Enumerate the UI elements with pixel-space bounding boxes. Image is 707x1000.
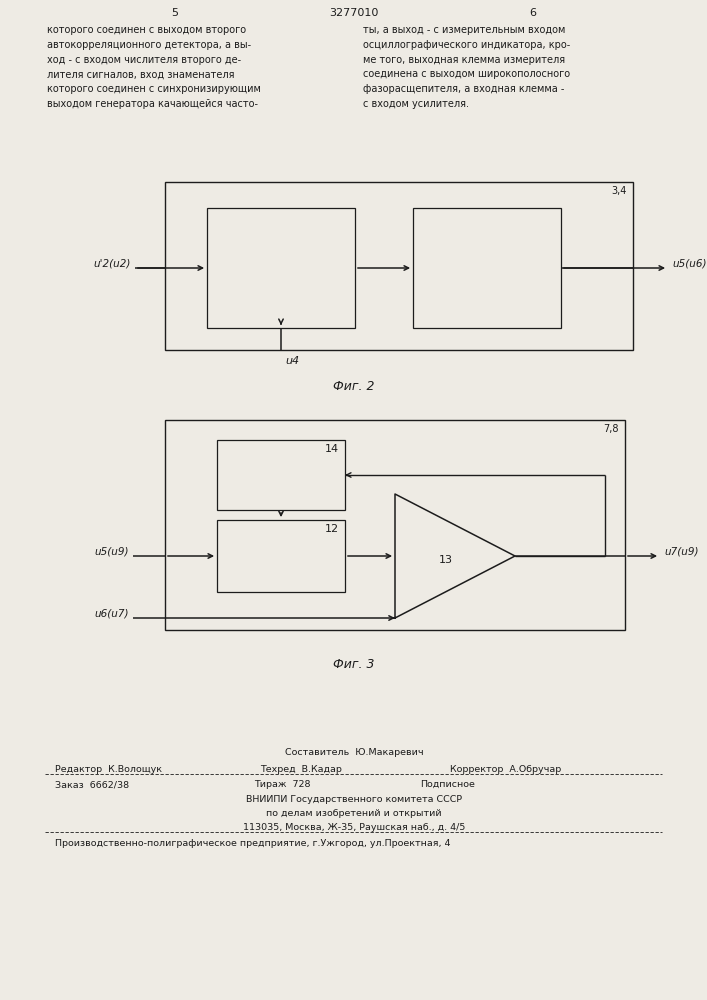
Bar (413, 208, 561, 328)
Text: Подписное: Подписное (420, 780, 475, 789)
Bar (217, 520, 345, 592)
Text: u4: u4 (285, 356, 299, 366)
Text: u5(u6): u5(u6) (672, 259, 706, 269)
Text: 14: 14 (325, 444, 339, 454)
Text: 12: 12 (325, 524, 339, 534)
Text: 5: 5 (172, 8, 178, 18)
Text: Техред  В.Кадар: Техред В.Кадар (260, 765, 342, 774)
Text: 7,8: 7,8 (604, 424, 619, 434)
Bar (165, 420, 625, 630)
Text: ты, а выход - с измерительным входом
осциллографического индикатора, кро-
ме тог: ты, а выход - с измерительным входом осц… (363, 25, 571, 109)
Bar (217, 440, 345, 510)
Bar (165, 182, 633, 350)
Text: u7(u9): u7(u9) (664, 547, 699, 557)
Text: 3,4: 3,4 (612, 186, 627, 196)
Text: по делам изобретений и открытий: по делам изобретений и открытий (267, 809, 442, 818)
Text: которого соединен с выходом второго
автокорреляционного детектора, а вы-
ход - с: которого соединен с выходом второго авто… (47, 25, 261, 109)
Text: u'2(u2): u'2(u2) (93, 259, 131, 269)
Text: Производственно-полиграфическое предприятие, г.Ужгород, ул.Проектная, 4: Производственно-полиграфическое предприя… (55, 839, 450, 848)
Text: Заказ  6662/38: Заказ 6662/38 (55, 780, 129, 789)
Text: Фиг. 3: Фиг. 3 (333, 658, 375, 671)
Text: 13: 13 (438, 555, 452, 565)
Text: ВНИИПИ Государственного комитета СССР: ВНИИПИ Государственного комитета СССР (246, 795, 462, 804)
Text: u5(u9): u5(u9) (95, 547, 129, 557)
Text: u6(u7): u6(u7) (95, 609, 129, 619)
Text: Редактор  К.Волощук: Редактор К.Волощук (55, 765, 162, 774)
Text: 6: 6 (530, 8, 537, 18)
Text: 3277010: 3277010 (329, 8, 379, 18)
Text: Фиг. 2: Фиг. 2 (333, 380, 375, 393)
Bar (207, 208, 355, 328)
Text: Тираж  728: Тираж 728 (254, 780, 310, 789)
Text: Корректор  А.Обручар: Корректор А.Обручар (450, 765, 561, 774)
Text: Составитель  Ю.Макаревич: Составитель Ю.Макаревич (285, 748, 423, 757)
Text: 113035, Москва, Ж-35, Раушская наб., д. 4/5: 113035, Москва, Ж-35, Раушская наб., д. … (243, 823, 465, 832)
